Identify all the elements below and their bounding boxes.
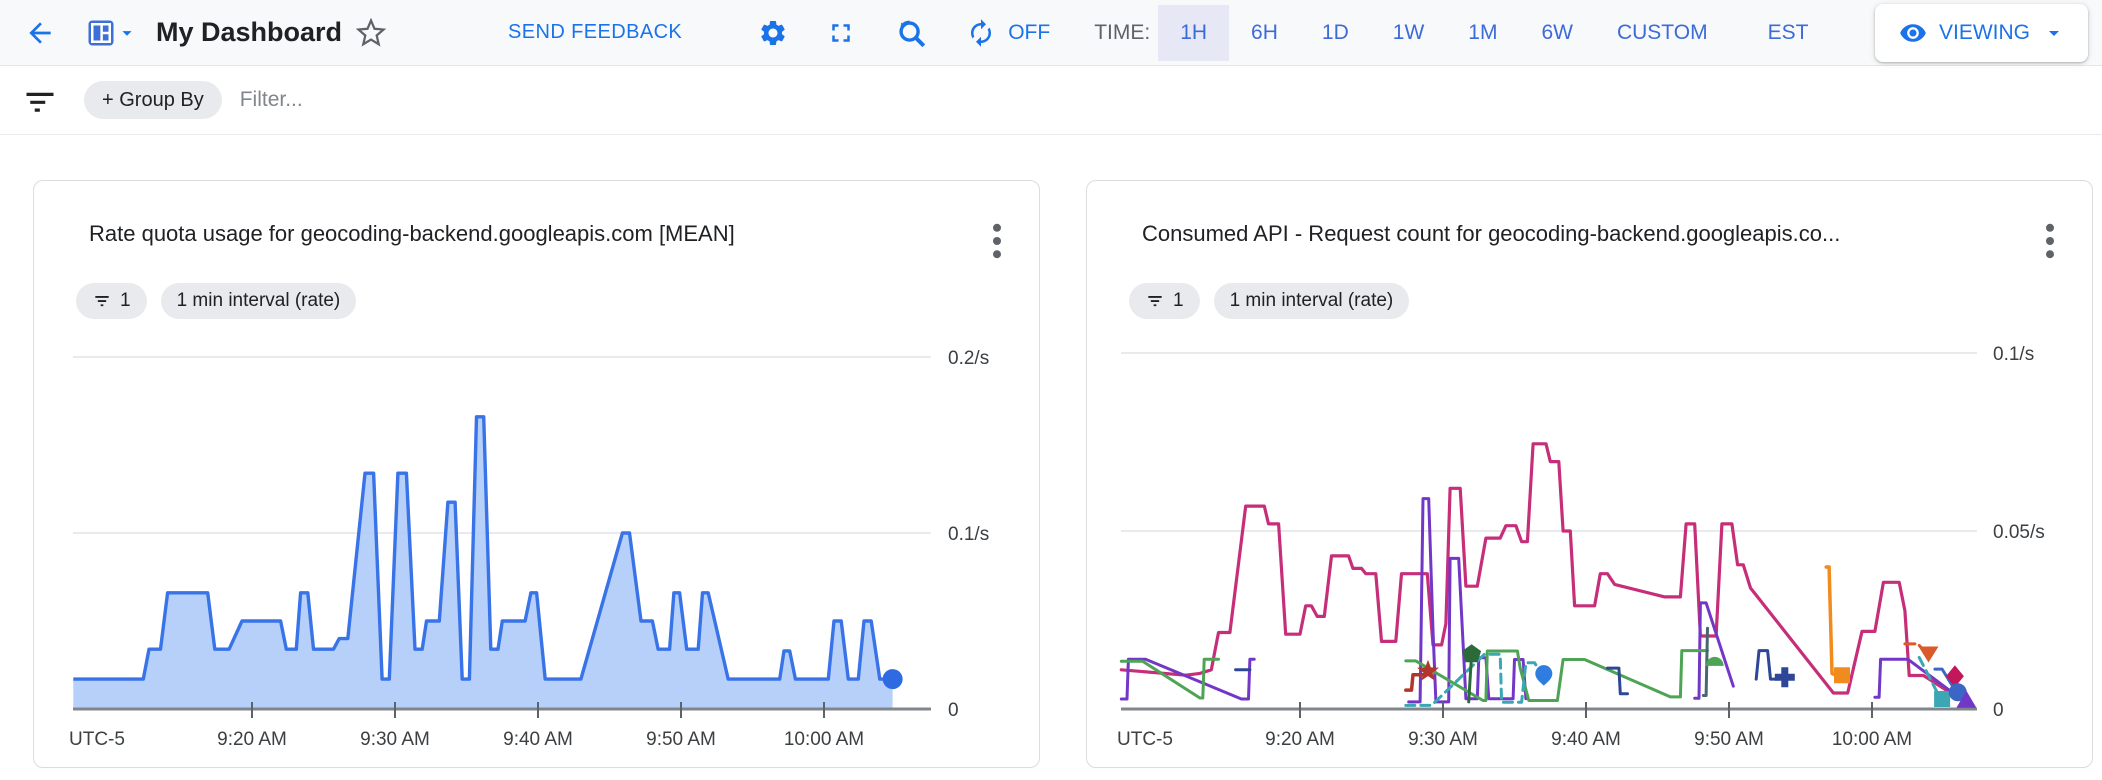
chart-title: Consumed API - Request count for geocodi… <box>1142 221 1841 246</box>
filter-list-button[interactable] <box>18 78 62 122</box>
svg-text:9:40 AM: 9:40 AM <box>503 729 573 750</box>
svg-text:9:20 AM: 9:20 AM <box>1265 729 1335 750</box>
time-range-1h[interactable]: 1H <box>1158 4 1230 61</box>
three-dot-menu-icon <box>2044 223 2056 259</box>
auto-refresh-state: OFF <box>1008 20 1051 44</box>
send-feedback-button[interactable]: SEND FEEDBACK <box>508 21 683 43</box>
svg-text:0.1/s: 0.1/s <box>948 524 989 545</box>
group-by-chip[interactable]: + Group By <box>84 81 222 119</box>
time-label: TIME: <box>1094 20 1151 44</box>
eye-icon <box>1899 19 1927 47</box>
dashboard-grid: Rate quota usage for geocoding-backend.g… <box>0 135 2102 768</box>
svg-text:0: 0 <box>1993 700 2004 721</box>
filter-count-chip[interactable]: 1 <box>76 283 147 319</box>
favorite-star-button[interactable] <box>352 14 390 52</box>
svg-text:9:50 AM: 9:50 AM <box>1694 729 1764 750</box>
timezone-button[interactable]: EST <box>1767 20 1809 44</box>
time-range-6w[interactable]: 6W <box>1519 5 1595 61</box>
time-range-6h[interactable]: 6H <box>1229 5 1300 61</box>
svg-text:0: 0 <box>948 700 959 721</box>
card-overflow-menu-button[interactable] <box>983 221 1011 261</box>
filter-count-chip[interactable]: 1 <box>1129 283 1200 319</box>
time-range-1w[interactable]: 1W <box>1371 5 1447 61</box>
chevron-down-icon <box>116 22 138 44</box>
star-icon <box>356 17 387 48</box>
chart-title: Rate quota usage for geocoding-backend.g… <box>89 221 735 246</box>
viewing-label: VIEWING <box>1938 20 2030 44</box>
refresh-icon <box>966 18 996 48</box>
svg-text:0.05/s: 0.05/s <box>1993 522 2045 543</box>
page-title: My Dashboard <box>156 17 343 47</box>
svg-text:9:30 AM: 9:30 AM <box>1408 729 1478 750</box>
card-overflow-menu-button[interactable] <box>2036 221 2064 261</box>
interval-chip[interactable]: 1 min interval (rate) <box>160 283 357 319</box>
back-arrow-icon <box>24 17 56 49</box>
top-toolbar: My Dashboard SEND FEEDBACK <box>0 0 2102 66</box>
svg-text:UTC-5: UTC-5 <box>69 729 125 750</box>
svg-text:0.2/s: 0.2/s <box>948 348 989 369</box>
back-button[interactable] <box>20 13 60 53</box>
svg-text:9:50 AM: 9:50 AM <box>646 729 716 750</box>
chart-canvas-rate-quota[interactable]: 0.2/s 0.1/s 0 9:20 AM 9:30 AM 9:40 AM 9:50 AM 1… <box>34 341 1039 766</box>
svg-text:9:20 AM: 9:20 AM <box>217 729 287 750</box>
chart-card-rate-quota: Rate quota usage for geocoding-backend.g… <box>33 180 1040 768</box>
svg-text:10:00 AM: 10:00 AM <box>784 729 864 750</box>
interval-chip[interactable]: 1 min interval (rate) <box>1213 283 1410 319</box>
chevron-down-icon <box>2042 21 2066 45</box>
filter-list-icon <box>22 82 58 118</box>
three-dot-menu-icon <box>991 223 1003 259</box>
time-range-custom[interactable]: CUSTOM <box>1595 5 1730 61</box>
auto-refresh-button[interactable] <box>962 14 1000 52</box>
viewing-mode-button[interactable]: VIEWING <box>1874 3 2088 62</box>
zoom-reset-button[interactable] <box>890 12 932 54</box>
dashboard-grid-icon <box>86 18 116 48</box>
filter-icon <box>92 291 112 311</box>
svg-text:0.1/s: 0.1/s <box>1993 344 2034 365</box>
filter-icon <box>1145 291 1165 311</box>
time-range-1m[interactable]: 1M <box>1446 5 1519 61</box>
gear-icon <box>758 18 788 48</box>
filter-bar: + Group By <box>0 66 2102 135</box>
dashboard-switcher-button[interactable] <box>82 14 142 52</box>
fullscreen-button[interactable] <box>822 14 860 52</box>
chart-card-consumed-api: Consumed API - Request count for geocodi… <box>1086 180 2093 768</box>
settings-button[interactable] <box>754 14 792 52</box>
chart-canvas-consumed-api[interactable]: 0.1/s 0.05/s 0 9:20 AM 9:30 AM 9:40 AM 9:50 AM… <box>1087 341 2092 766</box>
svg-text:9:30 AM: 9:30 AM <box>360 729 430 750</box>
search-undo-icon <box>894 16 928 50</box>
svg-text:10:00 AM: 10:00 AM <box>1832 729 1912 750</box>
svg-text:9:40 AM: 9:40 AM <box>1551 729 1621 750</box>
time-range-selector: 1H 6H 1D 1W 1M 6W CUSTOM <box>1158 4 1730 61</box>
svg-text:UTC-5: UTC-5 <box>1117 729 1173 750</box>
time-range-1d[interactable]: 1D <box>1300 5 1371 61</box>
filter-input[interactable] <box>239 88 2084 112</box>
fullscreen-icon <box>826 18 856 48</box>
